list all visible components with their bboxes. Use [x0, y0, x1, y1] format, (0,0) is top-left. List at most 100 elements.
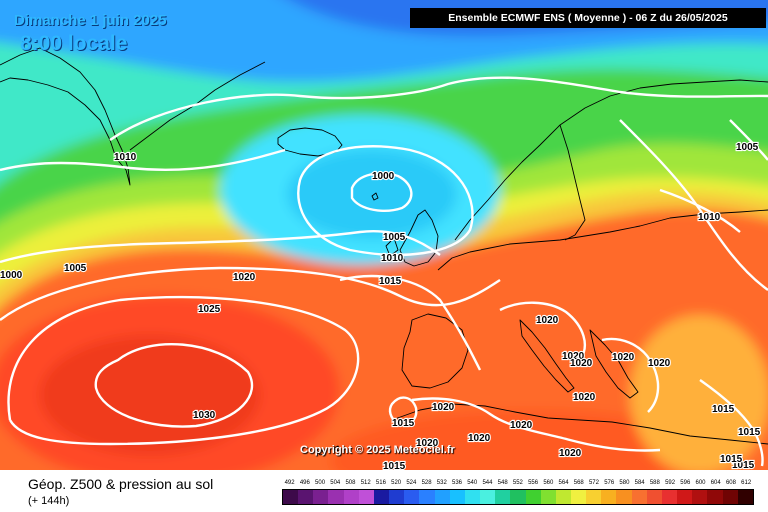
copyright-notice: Copyright © 2025 Meteociel.fr	[300, 444, 455, 456]
legend-label: 540	[467, 480, 478, 486]
legend-label: 508	[345, 480, 356, 486]
isobar-label-9: 1025	[198, 304, 221, 315]
forecast-local-time: 8:00 locale	[20, 32, 128, 55]
legend-swatch	[616, 490, 632, 504]
forecast-date: Dimanche 1 juin 2025	[14, 12, 167, 29]
italy-coast	[519, 319, 575, 393]
legend-label: 564	[558, 480, 569, 486]
isobar-1015-far-east	[699, 379, 764, 467]
legend-swatch	[283, 490, 299, 504]
legend-label: 492	[284, 480, 295, 486]
isobar-1010-east	[659, 188, 741, 233]
legend-swatch	[510, 490, 526, 504]
legend-swatch	[343, 490, 359, 504]
legend-label: 584	[634, 480, 645, 486]
isobar-label-18: 1015	[712, 404, 735, 415]
isobar-label-3: 1005	[383, 232, 406, 243]
isobar-label-27: 1020	[559, 448, 582, 459]
isobar-label-5: 1015	[379, 276, 402, 287]
legend-label: 544	[482, 480, 493, 486]
legend-swatch	[540, 490, 556, 504]
isobar-label-13: 1020	[536, 315, 559, 326]
isobar-label-16: 1020	[612, 352, 635, 363]
legend-swatch	[464, 490, 481, 504]
legend-swatch	[358, 490, 374, 504]
isobar-1015-africa	[388, 396, 418, 427]
isobar-1020-south	[411, 397, 661, 452]
isobar-label-23: 1015	[383, 461, 406, 470]
legend-swatch	[570, 490, 587, 504]
north-africa-coast	[391, 403, 768, 445]
legend-swatch	[646, 490, 662, 504]
legend-footer: Géop. Z500 & pression au sol (+ 144h) 49…	[0, 470, 768, 512]
legend-swatch	[449, 490, 465, 504]
balkans-greece	[589, 329, 639, 399]
legend-label: 552	[512, 480, 523, 486]
isobar-1020-europe	[499, 301, 586, 361]
color-scale-legend: 492 496 500 504 508 512 516 520 524 528 532 536 540 5…	[282, 478, 754, 505]
isobar-label-12: 1010	[698, 212, 721, 223]
isobar-label-7: 1000	[0, 270, 23, 281]
legend-swatch	[495, 490, 511, 504]
legend-label: 556	[528, 480, 539, 486]
legend-swatch	[404, 490, 420, 504]
isobar-label-29: 1015	[720, 454, 743, 465]
legend-label: 512	[360, 480, 371, 486]
legend-label: 532	[436, 480, 447, 486]
legend-label: 580	[619, 480, 630, 486]
legend-label: 596	[680, 480, 691, 486]
legend-label: 536	[452, 480, 463, 486]
greenland-coast	[0, 47, 131, 186]
isobar-label-24: 1015	[738, 427, 761, 438]
parameter-title: Géop. Z500 & pression au sol	[28, 476, 214, 492]
isobar-label-20: 1020	[510, 420, 533, 431]
legend-swatch	[525, 490, 541, 504]
pressure-map: 1010 1000 1005 1010 1015 1005 1000 1020 …	[0, 0, 768, 470]
legend-swatch	[373, 490, 390, 504]
legend-swatch	[601, 490, 617, 504]
isobar-1005-ne	[729, 119, 768, 161]
land-outlines	[0, 47, 768, 456]
isobar-1020-balkans	[601, 337, 660, 413]
isobar-1010-north	[109, 76, 768, 141]
isobar-label-15: 1020	[570, 358, 593, 369]
model-run-info: Ensemble ECMWF ENS ( Moyenne ) - 06 Z du…	[410, 8, 766, 28]
legend-label: 496	[299, 480, 310, 486]
isobar-label-17: 1020	[648, 358, 671, 369]
isobar-1015-arc	[339, 274, 482, 371]
isobar-label-11: 1005	[736, 142, 759, 153]
legend-label: 528	[421, 480, 432, 486]
isobar-1000	[350, 172, 413, 212]
isobar-1020-west	[0, 266, 501, 321]
isobar-1005-low	[297, 145, 474, 257]
legend-swatch	[661, 490, 678, 504]
isobar-label-6: 1005	[64, 263, 87, 274]
legend-swatch	[328, 490, 344, 504]
legend-label: 568	[573, 480, 584, 486]
legend-label: 592	[665, 480, 676, 486]
isobar-labels: 1010 1000 1005 1010 1015 1005 1000 1020 …	[0, 141, 762, 470]
isobar-label-26: 1020	[468, 433, 491, 444]
isobar-label-8: 1020	[233, 272, 256, 283]
legend-swatch	[389, 490, 405, 504]
legend-label: 576	[604, 480, 615, 486]
isobar-label-21: 1020	[573, 392, 596, 403]
isobar-1010-center	[0, 148, 286, 172]
lead-time: (+ 144h)	[28, 495, 70, 507]
legend-swatch	[692, 490, 708, 504]
isobar-label-4: 1010	[381, 253, 404, 264]
legend-label: 524	[406, 480, 417, 486]
faroe-islands	[371, 192, 379, 201]
legend-swatch	[737, 490, 753, 504]
british-isles	[385, 209, 439, 267]
canary-islands	[317, 445, 341, 456]
scandinavia-coast	[454, 79, 768, 241]
isobar-1025	[7, 295, 360, 446]
iberia-coast	[401, 313, 469, 389]
legend-label: 604	[710, 480, 721, 486]
legend-swatch	[677, 490, 693, 504]
isobar-label-22: 1015	[392, 418, 415, 429]
legend-swatch	[631, 490, 647, 504]
legend-swatch	[586, 490, 602, 504]
